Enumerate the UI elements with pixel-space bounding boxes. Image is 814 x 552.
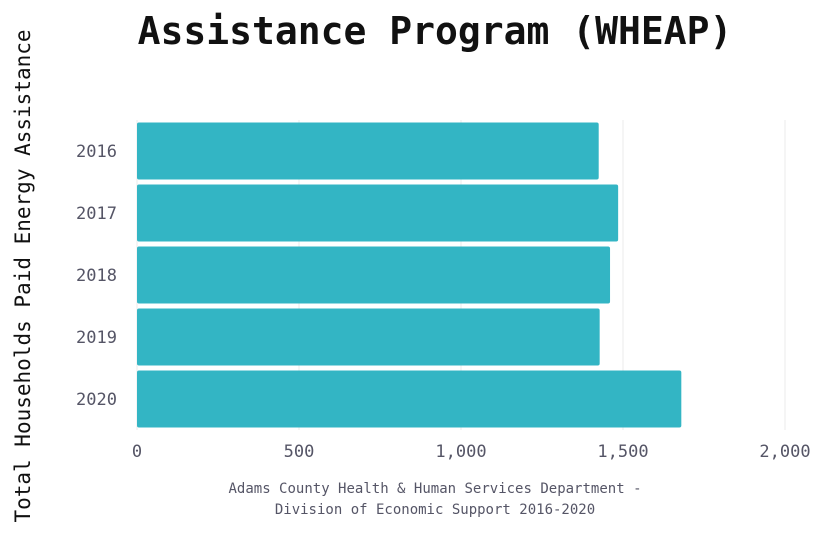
x-tick-label: 1,500 [597, 442, 648, 462]
bar-2019 [137, 308, 600, 366]
bar-2016 [137, 122, 599, 180]
category-label-2019: 2019 [76, 328, 117, 348]
x-tick-labels: 0 500 1,000 1,500 2,000 [132, 442, 811, 462]
bar-2018 [137, 246, 611, 304]
category-label-2020: 2020 [76, 390, 117, 410]
category-label-2017: 2017 [76, 204, 117, 224]
y-axis-label: Total Households Paid Energy Assistance [11, 29, 35, 522]
category-labels: 2016 2017 2018 2019 2020 [76, 142, 117, 410]
x-tick-label: 500 [284, 442, 315, 462]
bar-2020 [137, 370, 682, 428]
bar-2017 [137, 184, 619, 242]
x-tick-label: 0 [132, 442, 142, 462]
category-label-2018: 2018 [76, 266, 117, 286]
category-label-2016: 2016 [76, 142, 117, 162]
x-tick-label: 2,000 [759, 442, 810, 462]
x-tick-label: 1,000 [435, 442, 486, 462]
source-line-1: Adams County Health & Human Services Dep… [228, 481, 641, 497]
bars [137, 122, 682, 428]
chart-title: Assistance Program (WHEAP) [138, 9, 733, 53]
source-line-2: Division of Economic Support 2016-2020 [275, 502, 595, 518]
